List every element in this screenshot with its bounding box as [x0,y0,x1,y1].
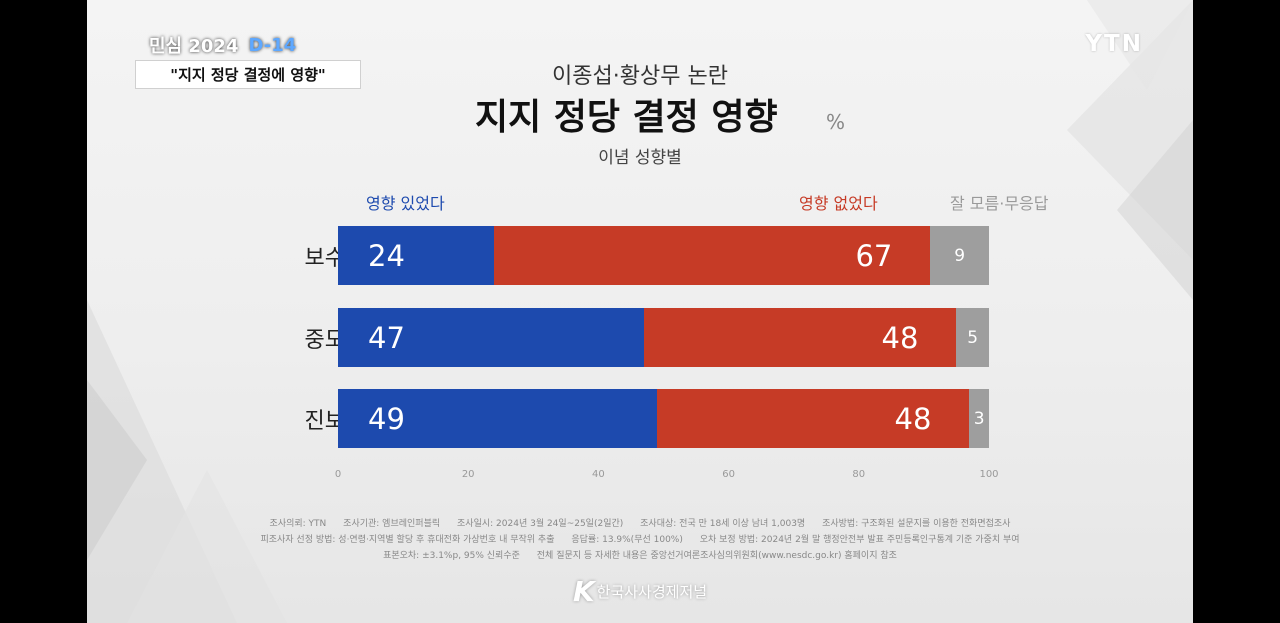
footnote: 조사일시: 2024년 3월 24일~25일(2일간) [457,519,624,529]
bar-segment-disagree: 67 [494,226,931,285]
background-decoration [87,0,1193,623]
footer-logo-text: 한국사사경제저널 [596,583,708,601]
x-tick-label: 60 [722,469,735,480]
bar-segment-agree: 49 [338,389,657,448]
bar-segment-unknown: 5 [956,308,989,367]
footnote: 응답률: 13.9%(무선 100%) [571,535,683,545]
stacked-bar: 47 48 5 [338,308,989,367]
chart-subtitle: 이념 성향별 [598,148,682,168]
footnote-line-2: 피조사자 선정 방법: 성·연령·지역별 할당 후 휴대전화 가상번호 내 무작… [87,532,1193,545]
data-label: 67 [855,238,893,273]
footnote: 전체 질문지 등 자세한 내용은 중앙선거여론조사심의위원회(www.nesdc… [536,551,897,561]
bar-segment-agree: 47 [338,308,644,367]
legend-agree: 영향 있었다 [366,194,445,213]
footnote: 피조사자 선정 방법: 성·연령·지역별 할당 후 휴대전화 가상번호 내 무작… [260,535,555,545]
data-label: 48 [894,401,932,436]
bar-segment-unknown: 9 [930,226,989,285]
data-label: 3 [973,408,985,429]
footnote: 조사방법: 구조화된 설문지를 이용한 전화면접조사 [822,519,1011,529]
data-label: 9 [954,245,966,266]
row-label: 중도 [304,328,345,353]
program-banner: 민심 2024 D-14 [149,33,297,58]
k-logo-icon: K [572,575,595,608]
headline-caption: "지지 정당 결정에 영향" [135,60,361,89]
chart-topic: 이종섭·황상무 논란 [552,64,728,89]
data-label: 5 [967,327,979,348]
program-tag: 민심 2024 [149,36,239,57]
bar-segment-disagree: 48 [643,308,957,367]
footnote-line-1: 조사의뢰: YTN 조사기관: 엠브레인퍼블릭 조사일시: 2024년 3월 2… [87,516,1193,529]
footnote-line-3: 표본오차: ±3.1%p, 95% 신뢰수준 전체 질문지 등 자세한 내용은 … [87,548,1193,561]
ytn-logo: YTN [1085,31,1143,57]
x-tick-label: 80 [852,469,866,480]
chart-unit: % [826,110,846,134]
bar-segment-disagree: 48 [656,389,970,448]
bar-segment-agree: 24 [338,226,495,285]
data-label: 48 [881,320,919,355]
footnote: 표본오차: ±3.1%p, 95% 신뢰수준 [383,551,520,561]
row-label: 진보 [304,409,345,434]
data-label: 49 [368,401,405,436]
bar-segment-unknown: 3 [969,389,989,448]
x-tick-label: 20 [461,469,475,480]
stacked-bar: 24 67 9 [338,226,989,285]
data-label: 47 [368,320,405,355]
broadcast-frame: 민심 2024 D-14 "지지 정당 결정에 영향" YTN 이종섭·황상무 … [87,0,1193,623]
footnote: 조사기관: 엠브레인퍼블릭 [343,519,441,529]
d-day-badge: D-14 [248,34,297,56]
x-tick-label: 0 [334,469,342,480]
footer-logo: K 한국사사경제저널 [87,575,1193,608]
x-tick-label: 40 [592,469,605,480]
legend-unknown: 잘 모름·무응답 [950,194,1049,213]
footnote: 오차 보정 방법: 2024년 2월 말 행정안전부 발표 주민등록인구통계 기… [699,535,1020,545]
row-label: 보수 [304,246,345,271]
legend-disagree: 영향 없었다 [799,194,878,213]
data-label: 24 [368,238,405,273]
chart-title: 지지 정당 결정 영향 [475,97,778,138]
x-tick-label: 100 [979,469,999,480]
stacked-bar: 49 48 3 [338,389,989,448]
footnote: 조사의뢰: YTN [269,519,327,529]
footnote: 조사대상: 전국 만 18세 이상 남녀 1,003명 [640,519,806,529]
